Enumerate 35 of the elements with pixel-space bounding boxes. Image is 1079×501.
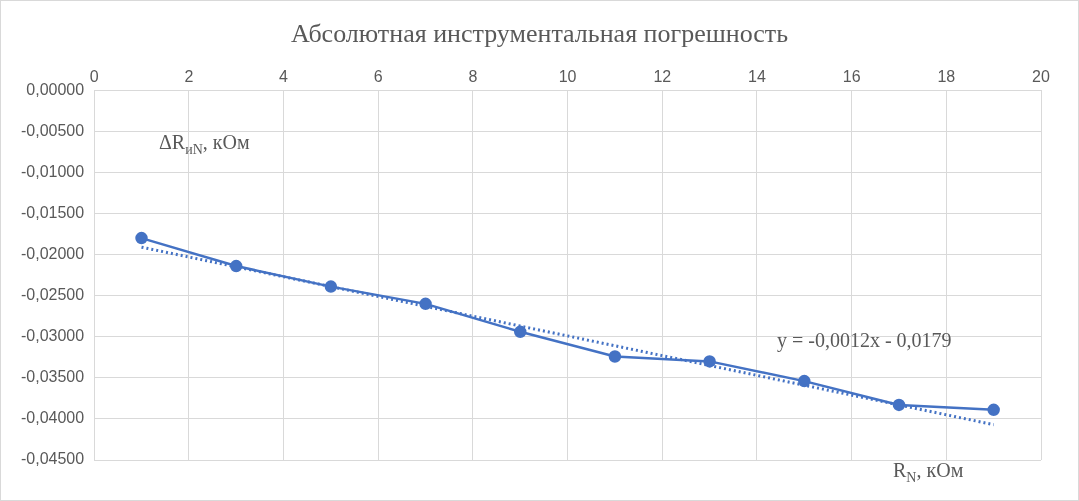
x-tick-label: 8 bbox=[468, 68, 478, 86]
x-tick-label: 10 bbox=[558, 68, 577, 86]
x-tick-label: 4 bbox=[279, 68, 289, 86]
y-tick-label: -0,02500 bbox=[20, 286, 85, 304]
point bbox=[229, 259, 243, 273]
y-tick-label: -0,03500 bbox=[20, 368, 85, 386]
x-tick-label: 0 bbox=[89, 68, 99, 86]
y-tick-label: 0,00000 bbox=[26, 80, 85, 98]
point bbox=[419, 297, 432, 311]
x-axis-title: R$_{N}$, кОм bbox=[893, 459, 964, 486]
x-tick-label: 18 bbox=[937, 68, 956, 86]
point bbox=[892, 398, 906, 412]
x-tick-label: 6 bbox=[373, 68, 383, 86]
y-tick-label: -0,04000 bbox=[20, 409, 85, 427]
point bbox=[703, 355, 716, 368]
x-tick-label: 16 bbox=[842, 68, 861, 86]
point bbox=[324, 280, 338, 293]
y-tick-label: -0,04500 bbox=[20, 450, 85, 468]
y-tick-label: -0,02000 bbox=[20, 244, 85, 262]
annotation: y = -0,0012x - 0,0179 bbox=[777, 329, 952, 352]
x-tick-label: 2 bbox=[184, 68, 194, 86]
point bbox=[135, 231, 148, 245]
y-tick-label: -0,03000 bbox=[20, 327, 85, 345]
x-tick-label: 20 bbox=[1032, 68, 1050, 86]
x-tick-label: 14 bbox=[748, 68, 766, 86]
point bbox=[513, 325, 527, 339]
chart-title: Абсолютная инструментальная погрешность bbox=[289, 19, 790, 49]
point bbox=[608, 350, 622, 363]
y-axis-title: ΔR$_{иN}$, кОм bbox=[159, 131, 250, 158]
point bbox=[987, 403, 1000, 417]
point bbox=[798, 374, 811, 388]
y-tick-label: -0,01000 bbox=[20, 162, 85, 180]
y-tick-label: -0,01500 bbox=[20, 203, 85, 221]
y-tick-label: -0,00500 bbox=[20, 121, 85, 139]
x-tick-label: 12 bbox=[653, 68, 672, 86]
